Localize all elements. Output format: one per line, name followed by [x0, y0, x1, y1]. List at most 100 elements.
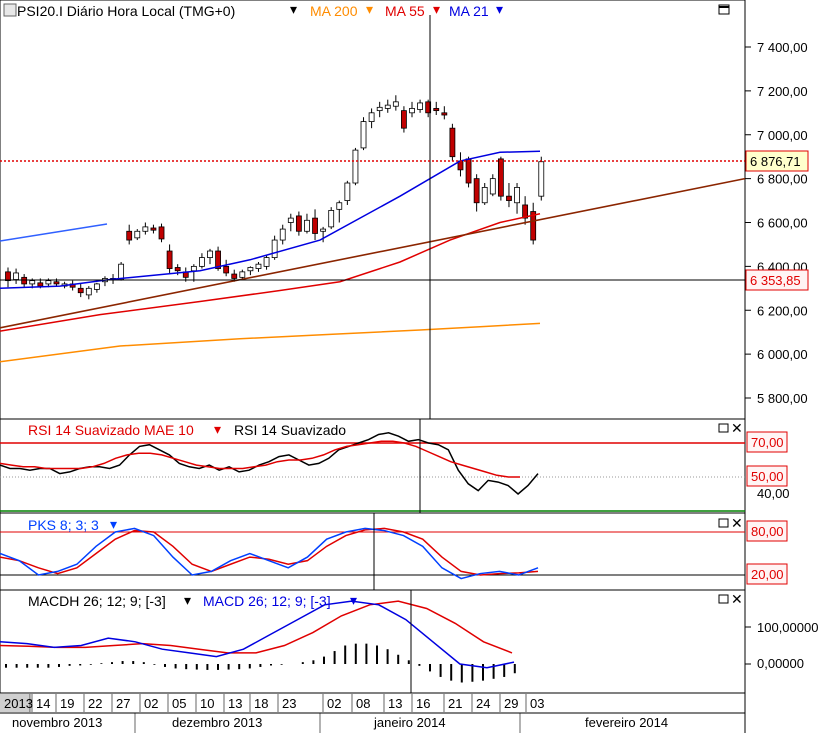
candle-body [328, 210, 335, 228]
ma55-label[interactable]: MA 55 [385, 3, 425, 19]
pks-20-value: 20,00 [751, 567, 784, 582]
price-legend[interactable]: PSI20.I Diário Hora Local (TMG+0) ▾ MA 2… [3, 1, 503, 19]
close-icon[interactable]: ✕ [731, 591, 743, 607]
pks-label[interactable]: PKS 8; 3; 3 [28, 517, 99, 533]
rsi-40-value: 40,00 [757, 486, 790, 501]
date-label: 21 [448, 696, 462, 711]
trend-line [0, 177, 746, 329]
candle-body [295, 215, 302, 232]
candle-body [21, 276, 28, 285]
candle-body [45, 280, 52, 285]
candle-body [312, 217, 318, 234]
candle-body [433, 108, 440, 112]
date-label: 02 [144, 696, 158, 711]
rsi-label[interactable]: RSI 14 Suavizado [234, 422, 346, 438]
candle-body [409, 108, 415, 114]
ma200-label[interactable]: MA 200 [310, 3, 358, 19]
candle-body [255, 263, 262, 269]
dropdown-arrow-icon[interactable]: ▾ [366, 1, 373, 17]
date-highlight [0, 694, 30, 712]
ma200-line [0, 322, 541, 363]
rsi-tag-50: 50,00 [746, 465, 788, 487]
maximize-icon[interactable] [718, 423, 729, 433]
candle-body [37, 282, 44, 287]
cursor-price-tag: 6 353,85 [745, 269, 809, 291]
date-label: 29 [504, 696, 518, 711]
candle-body [352, 149, 359, 184]
candle-body [506, 195, 512, 201]
candle-body [481, 186, 488, 204]
candle-body [530, 211, 537, 241]
candle-body [344, 182, 351, 201]
date-label: 16 [416, 696, 430, 711]
candle-body [118, 263, 125, 280]
candle-body [93, 283, 100, 290]
candle-body [304, 219, 310, 232]
rsi-legend[interactable]: RSI 14 Suavizado MAE 10 ▾ RSI 14 Suaviza… [28, 421, 346, 438]
candle-body [425, 101, 432, 114]
candle-body [134, 230, 141, 239]
macd-100-value: 100,00000 [757, 620, 818, 635]
ma21-line [0, 150, 541, 290]
price-tick-label: 6 600,00 [757, 216, 808, 231]
candle-body [231, 273, 238, 279]
candle-body [514, 186, 520, 204]
month-label: fevereiro 2014 [585, 715, 668, 730]
candle-body [538, 161, 545, 197]
candle-body [223, 265, 230, 274]
price-tick-label: 7 200,00 [757, 84, 808, 99]
candle-body [417, 102, 423, 110]
pks-80-value: 80,00 [751, 524, 784, 539]
date-label: 22 [88, 696, 102, 711]
price-tick-label: 7 000,00 [757, 128, 808, 143]
rsi-ma-label[interactable]: RSI 14 Suavizado MAE 10 [28, 422, 194, 438]
maximize-icon[interactable] [718, 4, 730, 15]
candle-body [215, 250, 221, 269]
dropdown-arrow-icon[interactable]: ▾ [433, 1, 440, 17]
date-label: 02 [327, 696, 341, 711]
pks-d-line [0, 527, 539, 576]
dropdown-arrow-icon[interactable]: ▾ [496, 1, 503, 17]
rsi-50-value: 50,00 [751, 469, 784, 484]
dropdown-arrow-icon[interactable]: ▾ [110, 516, 117, 532]
candle-body [320, 228, 327, 232]
close-icon[interactable]: ✕ [731, 420, 743, 436]
price-panel[interactable] [0, 0, 746, 420]
ma21-label[interactable]: MA 21 [449, 3, 489, 19]
candle-body [190, 265, 197, 272]
close-icon[interactable]: ✕ [731, 515, 743, 531]
macd-label[interactable]: MACD 26; 12; 9; [-3] [203, 593, 331, 609]
price-tick-label: 7 400,00 [757, 40, 808, 55]
candle-body [376, 106, 383, 112]
candle-body [465, 158, 472, 184]
candle-body [126, 230, 133, 241]
candle-body [360, 121, 367, 149]
candle-body [247, 267, 254, 272]
rsi-panel[interactable] [0, 418, 746, 514]
ma21-prior-segment [0, 223, 108, 242]
dropdown-arrow-icon[interactable]: ▾ [214, 421, 221, 437]
dropdown-arrow-icon[interactable]: ▾ [184, 592, 191, 608]
instrument-icon [3, 3, 17, 17]
date-label: 03 [530, 696, 544, 711]
dropdown-arrow-icon[interactable]: ▾ [350, 592, 357, 608]
candle-body [166, 250, 173, 269]
date-label: 18 [254, 696, 268, 711]
maximize-icon[interactable] [718, 518, 729, 528]
macdh-label[interactable]: MACDH 26; 12; 9; [-3] [28, 593, 166, 609]
pks-panel[interactable] [0, 512, 746, 591]
maximize-icon[interactable] [718, 594, 729, 604]
candle-body [449, 127, 456, 158]
candle-body [384, 104, 391, 109]
price-tick-label: 6 200,00 [757, 303, 808, 318]
macd-line [0, 600, 515, 669]
dropdown-arrow-icon[interactable]: ▾ [290, 1, 297, 17]
price-tick-label: 5 800,00 [757, 391, 808, 406]
macd-signal-line [0, 600, 513, 654]
rsi-70-value: 70,00 [751, 435, 784, 450]
pks-tag-20: 20,00 [746, 563, 788, 585]
candle-body [497, 158, 504, 197]
candle-body [207, 250, 213, 259]
rsi-tag-70: 70,00 [746, 431, 788, 453]
